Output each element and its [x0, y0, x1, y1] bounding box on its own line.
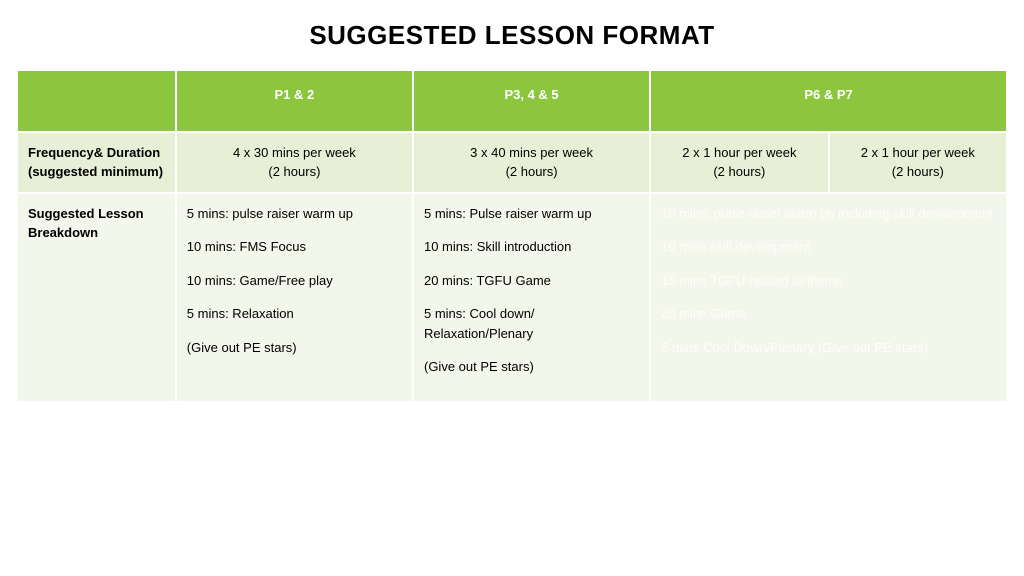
column-header: P1 & 2	[177, 71, 412, 131]
row-label: Suggested Lesson Breakdown	[18, 194, 175, 401]
table-cell: 3 x 40 mins per week(2 hours)	[414, 133, 649, 192]
table-cell: 5 mins: Pulse raiser warm up10 mins: Ski…	[414, 194, 649, 401]
table-cell: 2 x 1 hour per week(2 hours)	[830, 133, 1006, 192]
table-cell: 10 mins: pulse raiser warm up including …	[651, 194, 1006, 401]
table-row: Suggested Lesson Breakdown5 mins: pulse …	[18, 194, 1006, 401]
table-cell: 4 x 30 mins per week(2 hours)	[177, 133, 412, 192]
table-cell: 2 x 1 hour per week(2 hours)	[651, 133, 827, 192]
table-cell: 5 mins: pulse raiser warm up10 mins: FMS…	[177, 194, 412, 401]
column-header	[18, 71, 175, 131]
column-header: P3, 4 & 5	[414, 71, 649, 131]
table-row: Frequency& Duration (suggested minimum)4…	[18, 133, 1006, 192]
table-header-row: P1 & 2P3, 4 & 5P6 & P7	[18, 71, 1006, 131]
page-title: SUGGESTED LESSON FORMAT	[16, 20, 1008, 51]
lesson-format-table: P1 & 2P3, 4 & 5P6 & P7 Frequency& Durati…	[16, 69, 1008, 403]
column-header: P6 & P7	[651, 71, 1006, 131]
row-label: Frequency& Duration (suggested minimum)	[18, 133, 175, 192]
